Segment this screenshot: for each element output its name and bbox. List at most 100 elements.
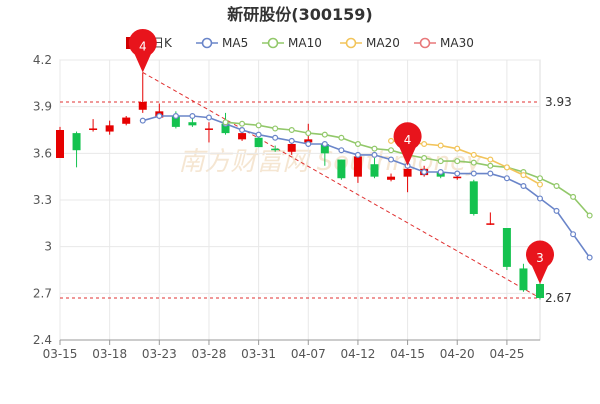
- ma-point: [421, 155, 428, 162]
- x-tick-label: 04-20: [440, 347, 475, 361]
- legend-label: MA5: [222, 36, 248, 50]
- chart-legend: 日K MA5 MA10 MA20 MA30: [126, 34, 474, 52]
- y-tick-label: 3.9: [33, 100, 52, 114]
- ma-point: [454, 158, 461, 165]
- candle-body: [138, 102, 147, 110]
- price-line-label: 3.93: [545, 95, 572, 109]
- ma-point: [586, 254, 593, 261]
- candle-body: [188, 122, 197, 126]
- trend-line-segment: [142, 72, 541, 299]
- markers: 4 4 3: [128, 28, 554, 284]
- ma-point: [536, 195, 543, 202]
- ma-point: [487, 170, 494, 177]
- candle-body: [353, 156, 362, 177]
- y-axis: 2.4 2.7 3 3.3 3.6 3.9 4.2: [33, 53, 52, 347]
- ma-point: [189, 112, 196, 119]
- legend-label: MA30: [440, 36, 474, 50]
- x-tick-label: 04-12: [340, 347, 375, 361]
- ma-point: [388, 147, 395, 154]
- ma-line-ma5: [142, 115, 591, 259]
- ma-point: [338, 147, 345, 154]
- x-tick-label: 04-07: [291, 347, 326, 361]
- ma-point: [288, 137, 295, 144]
- marker-pin: [526, 240, 554, 284]
- ma-point: [470, 151, 477, 158]
- ma-point: [421, 169, 428, 176]
- ma-point: [321, 131, 328, 138]
- x-tick-label: 03-28: [192, 347, 227, 361]
- candle-body: [502, 228, 511, 267]
- ma-point: [586, 212, 593, 219]
- ma-point: [536, 175, 543, 182]
- ma-point: [255, 122, 262, 129]
- y-tick-label: 3: [44, 240, 52, 254]
- ma-point: [338, 134, 345, 141]
- ma-point: [570, 193, 577, 200]
- candle-body: [536, 284, 544, 298]
- ma-lines: [139, 112, 593, 261]
- ma-point: [553, 207, 560, 214]
- ma-point: [421, 141, 428, 148]
- ma-point: [454, 170, 461, 177]
- ma-point: [454, 145, 461, 152]
- ma-point: [503, 164, 510, 171]
- ma-point: [354, 141, 361, 148]
- candle-body: [304, 139, 313, 143]
- ma-point: [354, 151, 361, 158]
- ma-point: [536, 181, 543, 188]
- ma-point: [156, 112, 163, 119]
- ma-point: [205, 114, 212, 121]
- candle-body: [238, 133, 247, 140]
- chart-title: 新研股份(300159): [227, 5, 372, 24]
- marker-pin: [128, 28, 157, 73]
- candle-body: [56, 130, 64, 158]
- x-tick-label: 03-18: [92, 347, 127, 361]
- ma-point: [520, 183, 527, 190]
- ma-point: [222, 119, 229, 126]
- candle-body: [337, 159, 346, 179]
- candle-body: [204, 128, 213, 130]
- ma-point: [388, 137, 395, 144]
- ma-point: [305, 141, 312, 148]
- x-tick-label: 04-25: [489, 347, 524, 361]
- candle-body: [403, 168, 412, 177]
- price-line-label: 2.67: [545, 291, 572, 305]
- ma-point: [503, 175, 510, 182]
- candles: [56, 72, 544, 300]
- ma-point: [487, 162, 494, 169]
- candle-body: [72, 133, 81, 151]
- x-tick-label: 04-15: [390, 347, 425, 361]
- trend-line: [142, 72, 541, 299]
- y-tick-label: 2.7: [33, 286, 52, 300]
- candle-body: [370, 164, 379, 177]
- ma-point: [371, 151, 378, 158]
- ma-point: [470, 159, 477, 166]
- ma-point: [139, 117, 146, 124]
- legend-circle-icon: [201, 37, 213, 49]
- candle-body: [122, 117, 131, 124]
- ma-point: [437, 169, 444, 176]
- candle-body: [486, 223, 495, 225]
- legend-circle-icon: [345, 37, 357, 49]
- marker-label: 3: [536, 251, 544, 265]
- ma-point: [321, 141, 328, 148]
- candle-body: [469, 181, 478, 214]
- candle-body: [89, 128, 98, 130]
- ma-point: [272, 125, 279, 132]
- ma-point: [487, 156, 494, 163]
- ma-point: [437, 158, 444, 165]
- legend-label: MA20: [366, 36, 400, 50]
- candle-body: [387, 176, 396, 180]
- candle-body: [221, 123, 230, 134]
- ma-point: [305, 130, 312, 137]
- ma-point: [371, 145, 378, 152]
- marker-label: 4: [404, 133, 412, 147]
- y-tick-label: 3.3: [33, 193, 52, 207]
- x-tick-label: 03-23: [142, 347, 177, 361]
- candle-body: [171, 116, 180, 127]
- y-tick-label: 2.4: [33, 333, 52, 347]
- candle-body: [519, 268, 528, 291]
- legend-circle-icon: [267, 37, 279, 49]
